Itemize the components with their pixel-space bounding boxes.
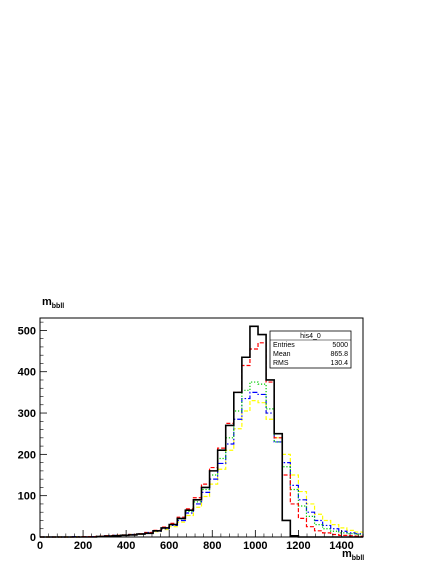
y-tick-label-100: 100	[18, 491, 36, 503]
y-axis-title-main: m	[42, 296, 52, 308]
plot-frame	[39, 317, 364, 538]
x-tick-label-800: 800	[203, 540, 221, 552]
stats-rms-label: RMS	[273, 360, 289, 367]
series-1-line	[40, 325, 363, 538]
y-tick-label-400: 400	[18, 367, 36, 379]
stats-entries-label: Entries	[273, 342, 295, 349]
axis-layer: 0 200 400 600 800 1000 1200 1400 0 100 200 300 400 50…	[18, 321, 359, 552]
x-tick-label-0: 0	[37, 540, 43, 552]
x-axis-title-sub: bbll	[352, 555, 364, 562]
y-axis-title-sub: bbll	[52, 303, 64, 310]
x-axis-title: mbbll	[342, 548, 364, 562]
stats-name: his4_0	[300, 333, 321, 340]
stats-box-frame	[269, 330, 352, 369]
series-3-line	[40, 381, 364, 538]
stats-box: his4_0 Entries 5000 Mean 865.8 RMS 130.4	[269, 330, 352, 369]
x-tick-label-600: 600	[160, 540, 178, 552]
y-tick-label-500: 500	[18, 325, 36, 337]
stats-mean-value: 865.8	[330, 351, 348, 358]
x-tick-label-400: 400	[117, 540, 135, 552]
x-axis-title-main: m	[342, 548, 352, 560]
x-tick-label-1400: 1400	[329, 540, 353, 552]
x-tick-label-200: 200	[74, 540, 92, 552]
stats-entries-value: 5000	[332, 342, 348, 349]
y-tick-label-0: 0	[30, 532, 36, 544]
y-axis-title: mbbll	[42, 296, 64, 310]
x-tick-label-1000: 1000	[243, 540, 267, 552]
y-tick-label-300: 300	[18, 408, 36, 420]
y-tick-label-200: 200	[18, 449, 36, 461]
x-tick-label-1200: 1200	[286, 540, 310, 552]
stats-rms-value: 130.4	[330, 360, 348, 367]
stats-mean-label: Mean	[273, 351, 291, 358]
series-layer	[40, 325, 364, 538]
